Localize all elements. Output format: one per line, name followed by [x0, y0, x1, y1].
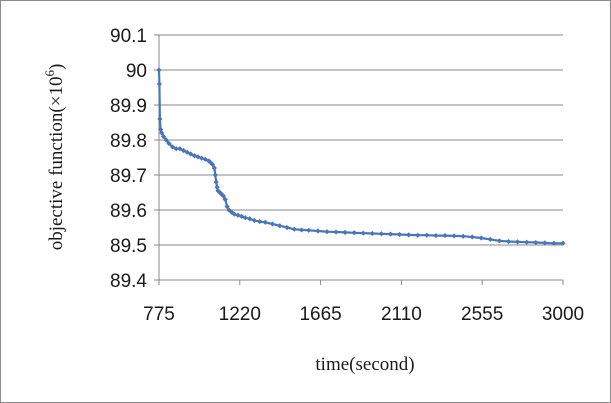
series-group — [156, 67, 566, 246]
y-axis-title: objective function(×106) — [42, 64, 67, 251]
y-tick-label: 89.5 — [110, 236, 147, 257]
data-point — [220, 193, 227, 199]
data-point — [156, 81, 162, 87]
axes — [154, 34, 564, 285]
data-point — [469, 234, 475, 240]
data-point — [211, 165, 217, 171]
data-point — [433, 232, 439, 239]
series-line — [157, 69, 563, 245]
y-tick-label: 89.7 — [110, 166, 147, 187]
data-point — [160, 133, 167, 140]
data-point — [269, 221, 276, 227]
data-point — [351, 230, 357, 236]
data-point — [202, 156, 208, 162]
y-axis-title-exponent: 6 — [42, 70, 57, 77]
data-point — [180, 147, 187, 154]
data-point — [262, 219, 268, 225]
data-point — [163, 137, 169, 143]
y-tick-label: 90.1 — [110, 26, 147, 47]
data-point — [306, 227, 312, 233]
gridlines — [159, 34, 563, 246]
data-point — [542, 240, 548, 246]
data-point — [505, 238, 512, 245]
data-point — [415, 232, 421, 238]
y-tick-label: 89.9 — [110, 96, 147, 117]
y-tick-labels: 89.4 89.5 89.6 89.7 89.8 89.9 90 90.1 — [110, 26, 147, 292]
data-point — [442, 232, 448, 239]
data-point — [188, 151, 194, 157]
data-point — [378, 231, 385, 237]
data-point — [524, 239, 530, 245]
x-tick-labels: 775 1220 1665 2110 2555 3000 — [143, 304, 584, 325]
data-point — [177, 146, 183, 152]
data-point — [222, 196, 228, 203]
data-point — [451, 233, 457, 239]
data-point — [324, 229, 330, 235]
y-tick-label: 89.6 — [110, 201, 147, 222]
data-point — [284, 224, 290, 231]
data-point — [406, 232, 412, 238]
data-point — [159, 130, 165, 136]
y-tick-label: 89.8 — [110, 131, 147, 152]
data-point — [424, 232, 430, 238]
data-point — [333, 229, 339, 235]
data-point — [257, 218, 263, 225]
data-point — [157, 116, 163, 122]
data-point — [247, 216, 253, 222]
y-tick-label: 89.4 — [110, 271, 147, 292]
x-tick-label: 3000 — [542, 304, 584, 325]
x-axis-title: time(second) — [315, 354, 414, 375]
data-point — [156, 67, 162, 73]
data-point — [298, 227, 305, 233]
y-axis-title-close: ) — [46, 64, 67, 70]
data-point — [242, 215, 248, 221]
data-point — [478, 235, 484, 241]
data-point — [551, 240, 557, 246]
data-point — [460, 233, 466, 239]
data-point — [173, 146, 179, 152]
data-point — [213, 179, 219, 185]
data-point — [387, 231, 394, 237]
data-point — [396, 231, 403, 238]
data-point — [515, 239, 521, 245]
data-point — [560, 240, 566, 246]
data-point — [533, 239, 539, 246]
data-point — [487, 236, 493, 242]
x-tick-label: 775 — [143, 304, 175, 325]
y-tick-label: 90 — [126, 61, 147, 82]
data-point — [277, 223, 283, 229]
data-point — [369, 230, 375, 237]
x-tick-label: 1665 — [299, 304, 341, 325]
data-point — [251, 217, 257, 224]
y-axis-title-main: objective function(×10 — [46, 77, 67, 251]
data-point — [170, 144, 176, 150]
data-point — [315, 228, 321, 234]
data-point — [224, 203, 230, 210]
data-point — [212, 172, 218, 178]
x-tick-label: 2555 — [461, 304, 503, 325]
data-point — [291, 226, 297, 232]
x-tick-label: 2110 — [381, 304, 422, 325]
data-point — [184, 149, 190, 155]
x-tick-label: 1220 — [219, 304, 261, 325]
data-point — [496, 238, 503, 244]
data-point — [166, 140, 172, 147]
data-point — [360, 230, 366, 236]
data-point — [209, 161, 216, 168]
data-point — [342, 229, 348, 235]
